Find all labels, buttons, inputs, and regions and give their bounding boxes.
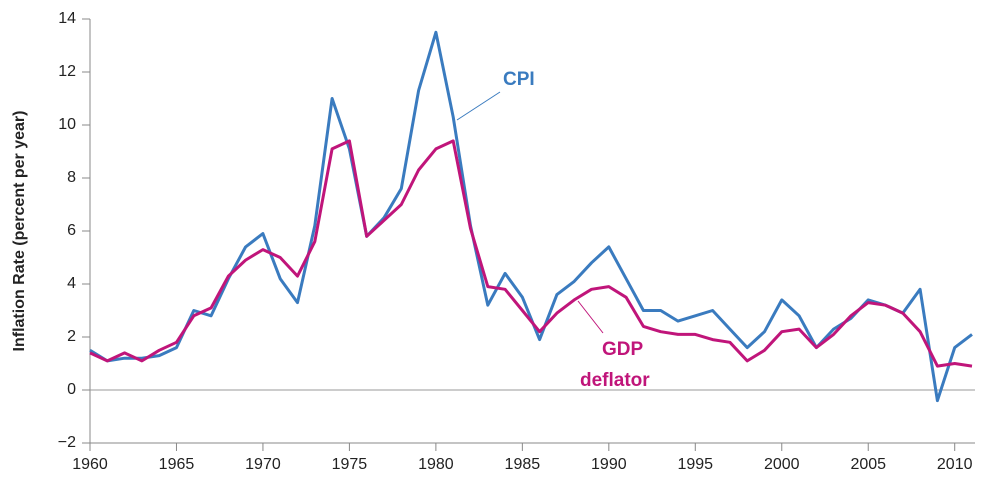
y-tick-label: 4	[67, 275, 76, 292]
y-tick-label: 12	[58, 63, 76, 80]
leader-line	[456, 91, 501, 121]
y-tick-label: 8	[67, 169, 76, 186]
y-tick-label: 2	[67, 328, 76, 345]
x-tick-label: 2005	[850, 456, 886, 473]
y-tick-label: 6	[67, 222, 76, 239]
y-tick-label: −2	[58, 434, 76, 451]
x-tick-label: 1985	[505, 456, 541, 473]
x-tick-label: 1995	[677, 456, 713, 473]
x-tick-label: 1965	[159, 456, 195, 473]
y-tick-label: 14	[58, 10, 76, 27]
y-tick-label: 10	[58, 116, 76, 133]
series-line	[89, 30, 973, 403]
x-tick-label: 2000	[764, 456, 800, 473]
annotation: GDP	[602, 339, 644, 360]
x-tick-label: 1960	[72, 456, 108, 473]
x-tick-label: 1975	[332, 456, 368, 473]
x-tick-label: 1980	[418, 456, 454, 473]
series-line	[89, 139, 973, 368]
x-tick-label: 2010	[937, 456, 973, 473]
annotation: CPI	[503, 69, 535, 90]
x-tick-label: 1970	[245, 456, 281, 473]
x-tick-label: 1990	[591, 456, 627, 473]
leader-line	[577, 300, 604, 334]
y-tick-label: 0	[67, 381, 76, 398]
y-axis-label: Inflation Rate (percent per year)	[11, 111, 28, 352]
annotation: deflator	[580, 370, 650, 391]
